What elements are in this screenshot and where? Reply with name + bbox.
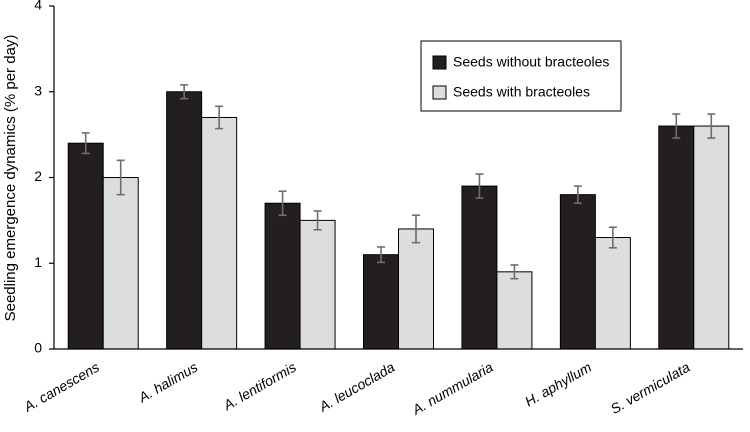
y-tick-label: 1 <box>34 254 42 270</box>
bar-with-bracteoles-3 <box>398 228 434 350</box>
y-tick-label: 4 <box>34 0 42 13</box>
error-bars-group <box>81 84 716 280</box>
x-tick-label: A. leucoclada <box>316 359 398 415</box>
bar-with-bracteoles-2 <box>299 219 336 350</box>
bar-with-bracteoles-5 <box>594 237 631 350</box>
bar-without-bracteoles-6 <box>658 125 695 350</box>
bar-without-bracteoles-3 <box>363 254 399 350</box>
legend-label: Seeds without bracteoles <box>453 54 609 70</box>
bar-with-bracteoles-1 <box>201 116 238 350</box>
bar-with-bracteoles-4 <box>496 271 533 350</box>
x-tick-label: A. halimus <box>135 359 200 406</box>
bar-with-bracteoles-0 <box>102 177 139 350</box>
bar-without-bracteoles-2 <box>264 202 301 350</box>
x-tick-label: H. aphyllum <box>522 359 594 410</box>
bar-without-bracteoles-1 <box>166 91 203 350</box>
x-tick-label: S. vermiculata <box>608 359 693 417</box>
legend-swatch <box>432 85 447 100</box>
legend-swatch <box>432 55 447 70</box>
y-axis-title: Seedling emergence dynamics (% per day) <box>2 35 19 322</box>
bar-with-bracteoles-6 <box>693 125 730 350</box>
y-tick-label: 0 <box>34 340 42 356</box>
bar-without-bracteoles-5 <box>559 194 596 350</box>
legend: Seeds without bracteoles Seeds with bract… <box>420 40 622 112</box>
y-tick-label: 2 <box>34 168 42 184</box>
x-tick-label: A. nummularia <box>409 359 496 419</box>
bars-group <box>67 91 730 350</box>
x-tick-label: A. lentiformis <box>220 359 299 414</box>
y-tick-label: 3 <box>34 82 42 98</box>
legend-box <box>420 40 622 112</box>
bar-without-bracteoles-0 <box>67 142 104 350</box>
bar-without-bracteoles-4 <box>461 185 498 350</box>
x-tick-label: A. canescens <box>20 359 102 415</box>
legend-label: Seeds with bracteoles <box>453 84 590 100</box>
